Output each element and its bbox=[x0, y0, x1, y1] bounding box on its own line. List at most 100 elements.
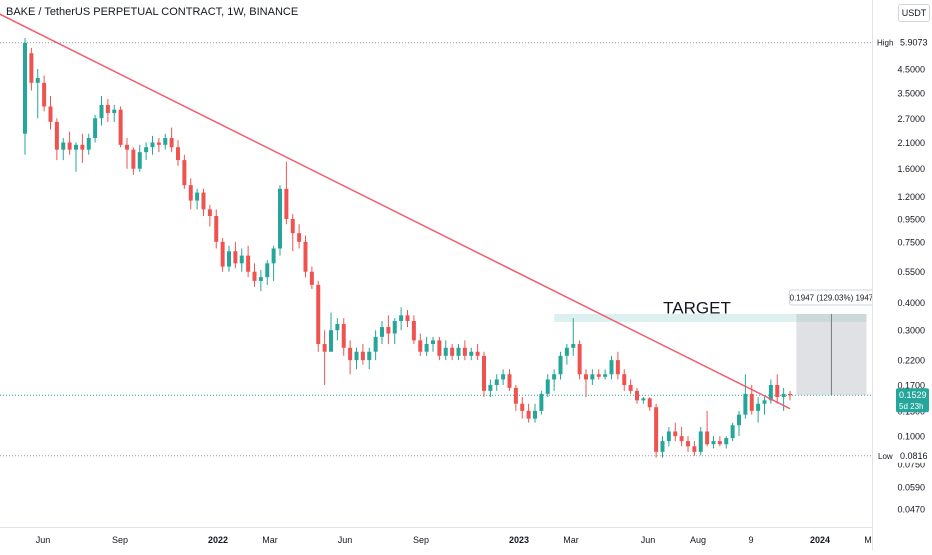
candle-body bbox=[647, 398, 652, 408]
candle-body bbox=[494, 379, 499, 385]
candle-body bbox=[233, 251, 238, 264]
candle-body bbox=[628, 384, 633, 391]
candle-body bbox=[443, 347, 448, 356]
candle-body bbox=[660, 441, 665, 452]
candle-body bbox=[788, 393, 792, 396]
candle-body bbox=[411, 321, 416, 341]
x-tick-label: Jun bbox=[338, 535, 353, 545]
candle-body bbox=[424, 344, 429, 352]
candle-body bbox=[29, 53, 34, 83]
candle-body bbox=[67, 142, 72, 150]
y-tick-label: 0.4000 bbox=[897, 298, 925, 308]
candle-body bbox=[169, 138, 174, 148]
candle-body bbox=[520, 403, 525, 411]
candle-body bbox=[341, 323, 346, 348]
x-tick-label: Jun bbox=[641, 535, 656, 545]
candle-body bbox=[246, 255, 251, 272]
candle-body bbox=[711, 441, 716, 445]
candle-body bbox=[679, 436, 684, 442]
candle-body bbox=[61, 142, 66, 150]
last-price-value: 0.1529 bbox=[899, 390, 927, 400]
candle-body bbox=[564, 347, 569, 356]
trendline bbox=[0, 13, 791, 410]
candle-body bbox=[781, 393, 786, 398]
candle-body bbox=[54, 121, 59, 150]
candle-body bbox=[118, 109, 123, 145]
candle-body bbox=[392, 321, 397, 334]
candle-body bbox=[482, 355, 486, 391]
candle-body bbox=[329, 330, 333, 352]
candle-body bbox=[717, 441, 722, 445]
currency-badge[interactable]: USDT bbox=[898, 4, 930, 22]
x-tick-label: Mar bbox=[563, 535, 579, 545]
x-tick-label: 9 bbox=[748, 535, 753, 545]
candle-body bbox=[195, 192, 200, 201]
candle-body bbox=[692, 446, 697, 452]
y-tick-label: 0.1700 bbox=[897, 380, 925, 390]
candle-body bbox=[112, 109, 117, 114]
y-tick-label: 1.6000 bbox=[897, 164, 925, 174]
candle-body bbox=[749, 393, 754, 411]
chart-title: BAKE / TetherUS PERPETUAL CONTRACT, 1W, … bbox=[6, 6, 299, 18]
y-tick-label: 0.0590 bbox=[897, 483, 925, 493]
candle-body bbox=[316, 284, 321, 345]
countdown-value: 5d 23h bbox=[899, 402, 923, 411]
candle-body bbox=[335, 323, 340, 331]
candle-body bbox=[577, 344, 582, 375]
x-tick-label: Mar bbox=[262, 535, 278, 545]
candle-body bbox=[176, 147, 180, 161]
candle-body bbox=[373, 336, 378, 352]
candle-body bbox=[590, 374, 595, 380]
candle-body bbox=[150, 142, 155, 148]
candle-body bbox=[431, 340, 435, 345]
candle-body bbox=[201, 192, 206, 210]
candle-body bbox=[705, 431, 710, 445]
high-value-bg bbox=[898, 35, 929, 50]
candle-body bbox=[456, 347, 461, 356]
candle-body bbox=[309, 271, 314, 285]
low-value-bg bbox=[898, 448, 929, 463]
last-price-badge bbox=[896, 388, 929, 413]
candle-body bbox=[265, 263, 270, 278]
candle-body bbox=[99, 104, 104, 119]
candle-body bbox=[207, 209, 212, 217]
y-tick-label: 0.5500 bbox=[897, 267, 925, 277]
candle-body bbox=[322, 344, 327, 352]
candle-body bbox=[737, 414, 741, 426]
candle-body bbox=[48, 106, 53, 122]
candle-body bbox=[641, 398, 646, 401]
y-tick-label: 2.1000 bbox=[897, 138, 925, 148]
candle-body bbox=[405, 315, 410, 322]
low-label: Low bbox=[878, 452, 893, 461]
y-tick-label: 4.5000 bbox=[897, 64, 925, 74]
candle-body bbox=[730, 425, 735, 439]
candle-body bbox=[239, 255, 244, 264]
candle-body bbox=[80, 144, 85, 150]
candle-body bbox=[278, 188, 282, 249]
candle-body bbox=[214, 216, 219, 242]
candle-body bbox=[475, 351, 480, 356]
candle-body bbox=[526, 410, 531, 419]
target-label: TARGET bbox=[663, 298, 731, 317]
candle-body bbox=[360, 351, 365, 361]
candle-body bbox=[686, 441, 690, 447]
candle-body bbox=[768, 384, 773, 401]
candle-body bbox=[399, 315, 404, 322]
candle-body bbox=[86, 138, 91, 150]
candle-body bbox=[188, 185, 193, 201]
candle-body bbox=[380, 327, 384, 337]
candle-body bbox=[558, 355, 563, 375]
y-tick-label: 0.1000 bbox=[897, 432, 925, 442]
y-tick-label: 2.7000 bbox=[897, 114, 925, 124]
candle-body bbox=[673, 431, 678, 437]
candle-body bbox=[220, 241, 225, 267]
x-tick-label: Sep bbox=[413, 535, 429, 545]
candle-body bbox=[271, 248, 276, 264]
candle-body bbox=[666, 431, 671, 442]
x-tick-label: 2024 bbox=[810, 535, 830, 545]
projection-label: 0.1947 (129.03%) 1947 bbox=[790, 293, 874, 302]
candle-body bbox=[156, 142, 161, 145]
target-zone bbox=[554, 313, 867, 322]
